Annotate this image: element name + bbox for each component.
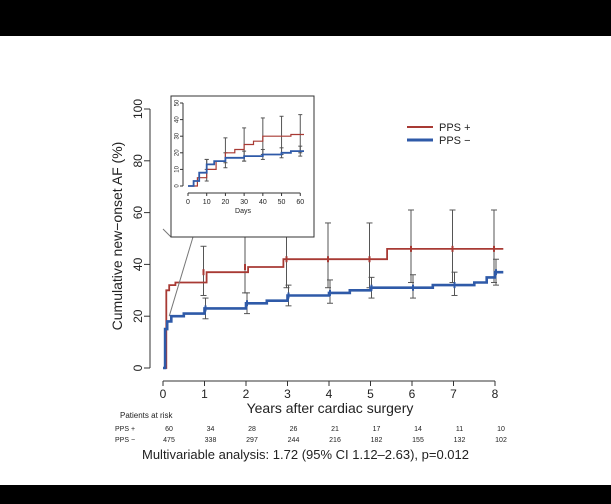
y-tick-label: 100 [131, 99, 145, 119]
x-tick-label: 8 [492, 387, 499, 401]
inset-x-tick-label: 60 [296, 199, 304, 206]
pps-plus-curve [163, 248, 504, 369]
x-tick-label: 2 [243, 387, 250, 401]
inset-x-tick-label: 10 [203, 199, 211, 206]
main-survival-curves [163, 248, 504, 370]
inset-x-tick-label: 50 [278, 199, 286, 206]
risk-value: 60 [165, 426, 173, 433]
connector-left [162, 228, 172, 238]
risk-value: 34 [207, 426, 215, 433]
risk-value: 14 [414, 426, 422, 433]
inset-pps-minus-curve [188, 150, 304, 187]
risk-value: 216 [329, 437, 341, 444]
risk-value: 28 [248, 426, 256, 433]
risk-value: 182 [371, 437, 383, 444]
x-tick-label: 7 [450, 387, 457, 401]
inset-y-tick-label: 0 [175, 184, 181, 188]
legend-label-pps-minus: PPS − [439, 135, 471, 147]
y-axis-title: Cumulative new−onset AF (%) [109, 142, 125, 331]
risk-value: 17 [373, 426, 381, 433]
inset-frame [170, 95, 315, 238]
risk-value: 297 [246, 437, 258, 444]
inset-x-axis-title: Days [235, 208, 251, 215]
x-tick-label: 0 [160, 387, 167, 401]
y-tick-label: 0 [131, 364, 145, 371]
inset-x-tick-label: 30 [240, 199, 248, 206]
risk-row-label: PPS − [115, 437, 135, 444]
inset-x-tick-label: 40 [259, 199, 267, 206]
risk-value: 132 [454, 437, 466, 444]
connector-right [168, 236, 194, 317]
risk-value: 26 [290, 426, 298, 433]
multivariable-footnote: Multivariable analysis: 1.72 (95% CI 1.1… [142, 447, 469, 462]
inset-x-tick-label: 20 [222, 199, 230, 206]
pps-minus-curve [163, 270, 504, 370]
risk-value: 10 [497, 426, 505, 433]
slide: 0 20 40 60 80 100 0 1 2 3 4 5 6 7 8 Years after cardiac… [0, 36, 611, 485]
risk-value: 102 [495, 437, 507, 444]
risk-value: 475 [163, 437, 175, 444]
x-tick-label: 6 [409, 387, 416, 401]
risk-value: 155 [412, 437, 424, 444]
y-tick-label: 80 [131, 154, 145, 168]
risk-row-label: PPS + [115, 426, 135, 433]
risk-table-header: Patients at risk [120, 411, 173, 420]
y-tick-label: 20 [131, 309, 145, 323]
legend-label-pps-plus: PPS + [439, 122, 471, 134]
inset-y-tick-label: 20 [175, 149, 181, 156]
risk-value: 338 [205, 437, 217, 444]
inset-y-tick-label: 40 [175, 116, 181, 123]
inset-y-tick-label: 50 [175, 99, 181, 106]
inset-pps-plus-curve [188, 133, 304, 187]
inset-y-tick-label: 30 [175, 132, 181, 139]
x-axis-title: Years after cardiac surgery [247, 400, 414, 416]
x-tick-label: 3 [284, 387, 291, 401]
y-tick-label: 40 [131, 257, 145, 271]
x-tick-label: 5 [367, 387, 374, 401]
risk-value: 21 [331, 426, 339, 433]
legend: PPS +PPS − [407, 122, 471, 147]
risk-table: Patients at risk PPS + 60 34 28 26 21 17 14 11 10 P… [115, 411, 507, 444]
risk-value: 244 [288, 437, 300, 444]
inset-chart: 0 10 20 30 40 50 0 10 20 30 40 50 60 Days [170, 95, 315, 238]
x-tick-label: 1 [201, 387, 208, 401]
x-tick-label: 4 [326, 387, 333, 401]
inset-x-tick-label: 0 [186, 199, 190, 206]
risk-value: 11 [456, 426, 463, 433]
inset-y-tick-label: 10 [175, 165, 181, 172]
inset-connectors [162, 228, 194, 317]
y-tick-label: 60 [131, 206, 145, 220]
